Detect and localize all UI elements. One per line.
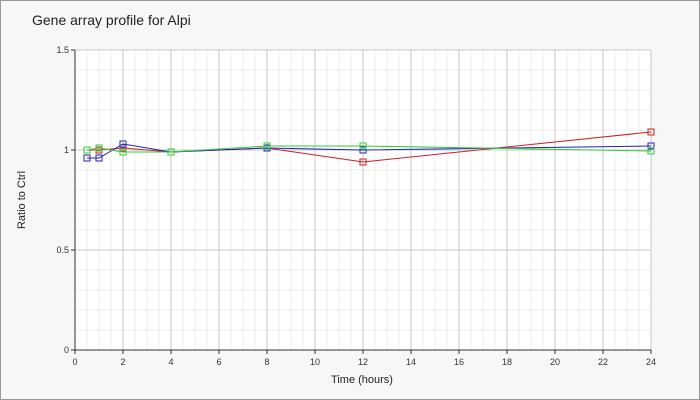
series-line bbox=[86, 145, 652, 153]
x-tick-label: 10 bbox=[310, 357, 320, 367]
x-tick-label: 0 bbox=[72, 357, 77, 367]
data-point bbox=[167, 148, 175, 156]
chart-title: Gene array profile for Alpi bbox=[32, 12, 191, 28]
x-tick-label: 2 bbox=[120, 357, 125, 367]
y-tick-label: 1.5 bbox=[56, 45, 69, 55]
x-tick-label: 18 bbox=[502, 357, 512, 367]
x-tick-label: 16 bbox=[454, 357, 464, 367]
data-point bbox=[359, 158, 367, 166]
y-tick-label: 0.5 bbox=[56, 245, 69, 255]
y-axis-ticks: 0 0.5 1 1.5 bbox=[56, 45, 75, 355]
x-tick-label: 12 bbox=[358, 357, 368, 367]
data-point bbox=[119, 148, 127, 156]
data-point bbox=[647, 142, 655, 150]
series-3 bbox=[83, 142, 655, 156]
data-point bbox=[119, 140, 127, 148]
x-tick-label: 4 bbox=[168, 357, 173, 367]
x-axis-ticks: 0 2 4 6 8 10 12 14 16 18 20 22 24 bbox=[72, 350, 656, 367]
data-point bbox=[95, 144, 103, 152]
x-tick-label: 6 bbox=[216, 357, 221, 367]
y-tick-label: 0 bbox=[64, 345, 69, 355]
data-point bbox=[119, 144, 127, 152]
data-point bbox=[83, 154, 91, 162]
data-point bbox=[647, 128, 655, 136]
x-tick-label: 8 bbox=[264, 357, 269, 367]
data-point bbox=[647, 147, 655, 155]
data-point bbox=[95, 154, 103, 162]
x-tick-label: 14 bbox=[406, 357, 416, 367]
x-tick-label: 22 bbox=[598, 357, 608, 367]
data-point bbox=[83, 146, 91, 154]
y-tick-label: 1 bbox=[64, 145, 69, 155]
data-point bbox=[359, 142, 367, 150]
x-tick-label: 20 bbox=[550, 357, 560, 367]
y-axis-label: Ratio to Ctrl bbox=[16, 171, 28, 229]
series-layer bbox=[83, 128, 655, 166]
x-tick-label: 24 bbox=[646, 357, 656, 367]
data-point bbox=[359, 146, 367, 154]
data-point bbox=[263, 142, 271, 150]
x-axis-label: Time (hours) bbox=[331, 374, 393, 386]
